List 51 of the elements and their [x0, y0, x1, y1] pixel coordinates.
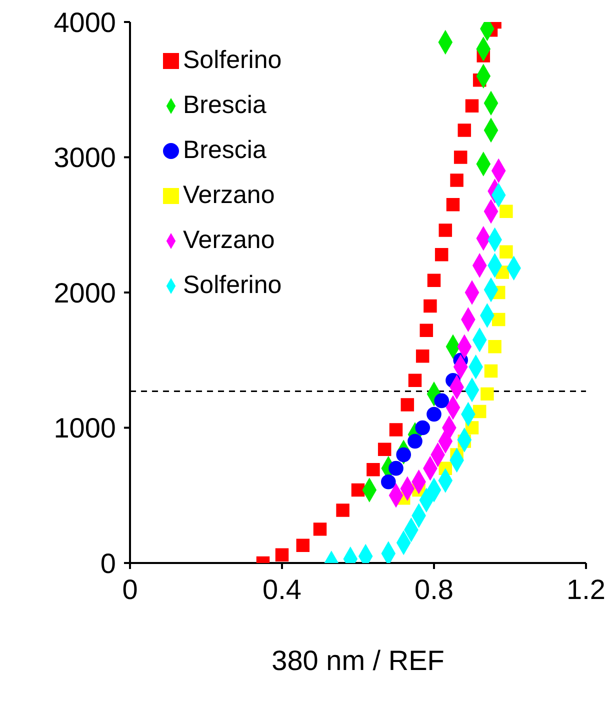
point	[438, 224, 452, 237]
point	[351, 483, 365, 497]
point	[366, 463, 380, 476]
point	[380, 474, 396, 490]
point	[450, 174, 464, 187]
point	[454, 150, 468, 164]
point	[275, 548, 289, 562]
point	[400, 398, 414, 412]
point	[465, 99, 479, 112]
x-tick-label: 0	[122, 574, 138, 605]
x-tick-label: 1.2	[566, 574, 606, 605]
legend-label: Verzano	[183, 226, 275, 254]
point	[427, 274, 441, 287]
legend-label: Brescia	[183, 136, 266, 164]
point	[424, 299, 437, 313]
legend-label: Solferino	[183, 271, 282, 299]
point	[488, 340, 502, 354]
point	[396, 447, 412, 462]
point	[484, 364, 498, 378]
y-tick-label: 0	[100, 548, 116, 579]
point	[420, 324, 434, 337]
point	[500, 245, 513, 259]
point	[458, 124, 472, 137]
point	[472, 404, 486, 418]
point	[434, 393, 450, 408]
x-tick-label: 0.4	[262, 574, 302, 605]
point	[389, 423, 403, 436]
legend-label: Brescia	[183, 91, 266, 119]
x-axis-title: 380 nm / REF	[272, 645, 444, 676]
y-tick-label: 2000	[54, 277, 116, 308]
point	[296, 538, 310, 552]
point	[336, 504, 350, 517]
y-tick-label: 4000	[54, 6, 116, 38]
legend-label: Verzano	[183, 181, 275, 209]
legend-label: Solferino	[183, 46, 282, 74]
x-tick-label: 0.8	[414, 574, 454, 605]
y-tick-label: 1000	[54, 412, 116, 444]
point	[434, 248, 448, 262]
point	[426, 406, 442, 422]
point	[415, 420, 430, 436]
point	[313, 522, 327, 536]
point	[416, 349, 430, 363]
point	[388, 460, 404, 476]
point	[408, 434, 422, 449]
y-tick-label: 3000	[54, 142, 116, 174]
point	[480, 387, 494, 401]
point	[408, 374, 422, 388]
point	[500, 204, 513, 218]
point	[492, 312, 506, 326]
point	[378, 442, 392, 456]
point	[446, 198, 460, 212]
